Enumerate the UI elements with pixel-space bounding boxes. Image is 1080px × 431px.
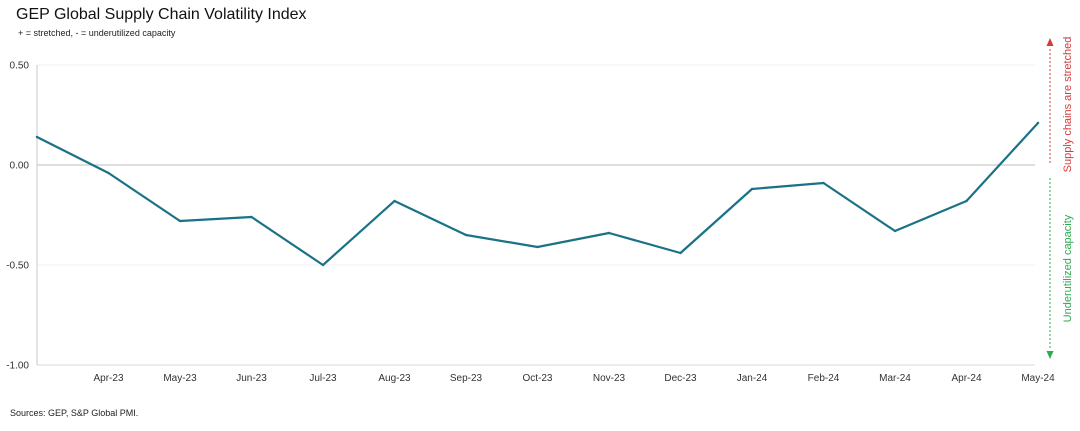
data-point [822,181,825,185]
x-tick-label: Apr-24 [951,373,981,384]
x-tick-label: May-23 [163,373,197,384]
y-tick-label: -1.00 [6,361,29,372]
x-tick-label: Jul-23 [309,373,337,384]
y-tick-label: -0.50 [6,261,29,272]
x-tick-label: Dec-23 [664,373,697,384]
x-tick-label: Jun-23 [236,373,267,384]
x-tick-label: Mar-24 [879,373,911,384]
axes [36,65,1035,366]
data-point [1036,121,1040,125]
x-tick-label: Sep-23 [450,373,483,384]
x-tick-label: Jan-24 [737,373,768,384]
x-axis-ticks: Apr-23 May-23 Jun-23 Jul-23 Aug-23 Sep-23 Oct-… [93,373,1055,384]
x-tick-label: Aug-23 [378,373,411,384]
data-point [893,229,897,233]
data-point [178,219,182,223]
chart-title: GEP Global Supply Chain Volatility Index [16,6,307,23]
data-point [679,251,682,255]
x-tick-label: Nov-23 [593,373,626,384]
data-point [750,187,754,191]
data-point [321,263,325,267]
data-point [965,199,968,203]
chart-subtitle: + = stretched, - = underutilized capacit… [18,28,176,38]
x-tick-label: Oct-23 [522,373,552,384]
data-point [107,171,110,175]
data-point [35,135,39,139]
data-point [393,199,396,203]
data-point [536,245,539,249]
stretched-label: Supply chains are stretched [1062,37,1074,173]
grid-lines [37,64,1035,266]
series-group [35,121,1040,267]
y-axis-ticks: 0.50 0.00 -0.50 -1.00 [6,61,29,372]
underutilized-arrow-head [1046,351,1054,359]
x-tick-label: Feb-24 [808,373,840,384]
x-tick-label: Apr-23 [93,373,123,384]
y-tick-label: 0.50 [10,61,30,72]
side-annotations: Supply chains are stretched Underutilized… [1046,37,1074,359]
stretched-arrow-head [1046,38,1054,46]
data-point [250,215,253,219]
underutilized-label: Underutilized capacity [1062,214,1074,322]
series-line [35,121,1040,267]
data-point [607,231,611,235]
x-tick-label: May-24 [1021,373,1055,384]
source-note: Sources: GEP, S&P Global PMI. [10,408,139,418]
y-tick-label: 0.00 [10,161,30,172]
data-point [464,233,468,237]
